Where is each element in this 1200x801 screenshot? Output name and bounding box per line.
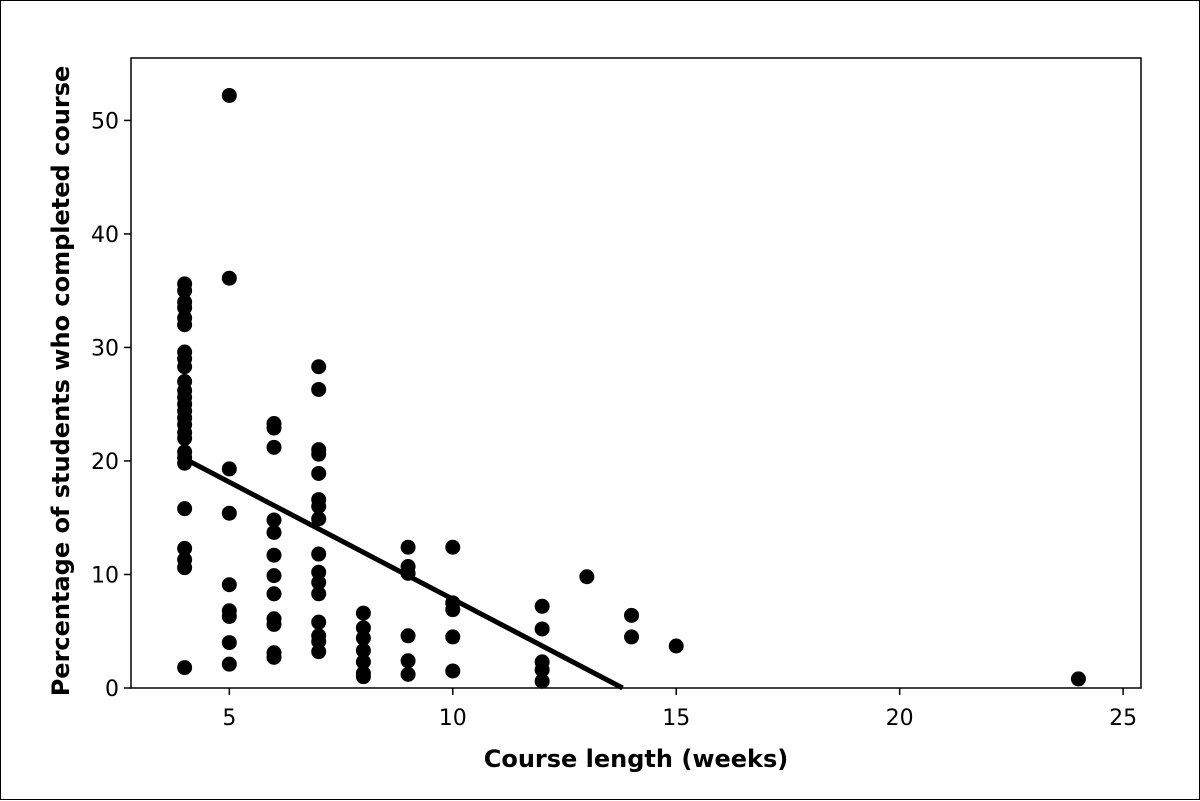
data-point (221, 608, 237, 624)
data-points (177, 87, 1086, 689)
data-point (355, 605, 371, 621)
x-tick-label: 10 (439, 706, 467, 731)
data-point (311, 644, 327, 660)
data-point (177, 317, 193, 333)
data-point (221, 577, 237, 593)
data-point (311, 359, 327, 375)
data-point (355, 630, 371, 646)
data-point (177, 501, 193, 517)
data-point (221, 87, 237, 103)
x-axis-title: Course length (weeks) (484, 745, 789, 773)
data-point (221, 461, 237, 477)
data-point (177, 560, 193, 576)
data-point (311, 546, 327, 562)
data-point (311, 465, 327, 481)
data-point (311, 614, 327, 630)
y-tick-label: 10 (91, 563, 119, 588)
data-point (445, 539, 461, 555)
y-tick-label: 0 (105, 677, 119, 702)
data-point (266, 420, 282, 436)
data-point (266, 524, 282, 540)
y-axis: 0 10 20 30 40 50 (91, 109, 131, 702)
data-point (355, 669, 371, 685)
data-point (624, 607, 640, 623)
x-axis: 5 10 15 20 25 (222, 688, 1137, 731)
x-tick-label: 15 (662, 706, 690, 731)
data-point (534, 598, 550, 614)
data-point (311, 498, 327, 514)
data-point (400, 539, 416, 555)
data-point (266, 568, 282, 584)
regression-line-group (183, 456, 624, 691)
data-point (400, 628, 416, 644)
y-tick-label: 40 (91, 223, 119, 248)
data-point (177, 540, 193, 556)
data-point (445, 602, 461, 618)
data-point (177, 660, 193, 676)
data-point (266, 586, 282, 602)
data-point (445, 663, 461, 679)
x-tick-label: 5 (222, 706, 236, 731)
y-tick-label: 50 (91, 109, 119, 134)
plot-area (130, 57, 1142, 689)
data-point (534, 662, 550, 678)
data-point (221, 635, 237, 651)
data-point (177, 283, 193, 299)
data-point (266, 616, 282, 632)
data-point (1070, 671, 1086, 687)
data-point (355, 654, 371, 670)
data-point (266, 547, 282, 563)
data-point (624, 629, 640, 645)
data-point (534, 621, 550, 637)
data-point (400, 666, 416, 682)
x-tick-label: 20 (886, 706, 914, 731)
data-point (221, 656, 237, 672)
data-point (534, 673, 550, 689)
y-tick-label: 20 (91, 450, 119, 475)
data-point (445, 629, 461, 645)
data-point (311, 381, 327, 397)
data-point (266, 649, 282, 665)
data-point (266, 512, 282, 528)
data-point (311, 586, 327, 602)
data-point (311, 511, 327, 527)
data-point (177, 359, 193, 375)
data-point (311, 446, 327, 462)
data-point (668, 638, 684, 654)
data-point (400, 653, 416, 669)
data-point (221, 505, 237, 521)
data-point (579, 569, 595, 585)
data-point (266, 439, 282, 455)
regression-line (183, 456, 624, 691)
y-tick-label: 30 (91, 336, 119, 361)
data-point (355, 643, 371, 659)
x-tick-label: 25 (1109, 706, 1137, 731)
y-axis-title: Percentage of students who completed cou… (47, 66, 75, 697)
data-point (311, 574, 327, 590)
data-point (177, 430, 193, 446)
data-point (221, 270, 237, 286)
